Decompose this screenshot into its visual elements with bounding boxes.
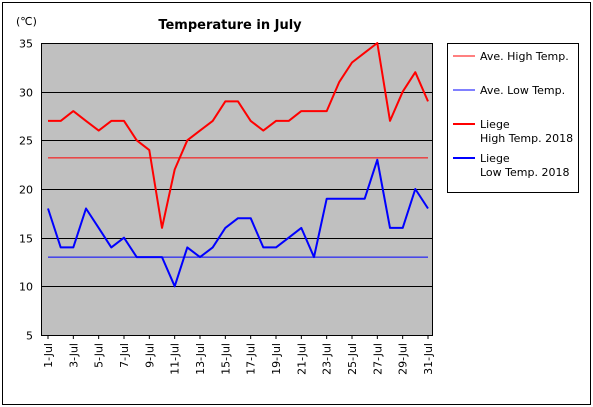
x-tick-label: 23-Jul bbox=[321, 343, 334, 375]
unit-label: (℃) bbox=[16, 15, 37, 28]
x-tick-label: 27-Jul bbox=[371, 343, 384, 375]
x-tick-label: 5-Jul bbox=[93, 343, 106, 368]
series-line bbox=[47, 158, 429, 288]
y-tick-label: 35 bbox=[19, 38, 33, 51]
y-tick-label: 15 bbox=[19, 233, 33, 246]
x-axis-ticks: 1-Jul 3-Jul 5-Jul 7-Jul 9-Jul 11-Jul 13-Jul 15-… bbox=[42, 335, 435, 375]
x-tick-label: 29-Jul bbox=[397, 343, 410, 375]
y-axis-ticks: 5 10 15 20 25 30 35 bbox=[19, 38, 33, 343]
x-tick-label: 25-Jul bbox=[346, 343, 359, 375]
x-tick-label: 1-Jul bbox=[42, 343, 55, 368]
y-tick-label: 30 bbox=[19, 87, 33, 100]
legend-label: Liege bbox=[480, 118, 510, 131]
y-tick-label: 5 bbox=[26, 330, 33, 343]
x-tick-label: 21-Jul bbox=[295, 343, 308, 375]
legend-label: Ave. Low Temp. bbox=[480, 84, 565, 97]
chart-title: Temperature in July bbox=[158, 18, 302, 33]
x-tick-label: 9-Jul bbox=[143, 343, 156, 368]
y-tick-label: 25 bbox=[19, 135, 33, 148]
legend-label: Low Temp. 2018 bbox=[480, 166, 569, 179]
x-tick-label: 13-Jul bbox=[194, 343, 207, 375]
x-tick-label: 3-Jul bbox=[67, 343, 80, 368]
legend-box bbox=[447, 43, 579, 193]
y-tick-label: 20 bbox=[19, 184, 33, 197]
legend-label: High Temp. 2018 bbox=[480, 132, 573, 145]
x-tick-label: 19-Jul bbox=[270, 343, 283, 375]
legend-label: Ave. High Temp. bbox=[480, 50, 569, 63]
x-tick-label: 15-Jul bbox=[219, 343, 232, 375]
x-tick-label: 7-Jul bbox=[118, 343, 131, 368]
x-tick-label: 17-Jul bbox=[245, 343, 258, 375]
y-tick-label: 10 bbox=[19, 281, 33, 294]
x-tick-label: 11-Jul bbox=[169, 343, 182, 375]
legend-label: Liege bbox=[480, 152, 510, 165]
series-line bbox=[48, 42, 429, 229]
x-tick-label: 31-Jul bbox=[422, 343, 435, 375]
series-lines bbox=[47, 42, 429, 288]
